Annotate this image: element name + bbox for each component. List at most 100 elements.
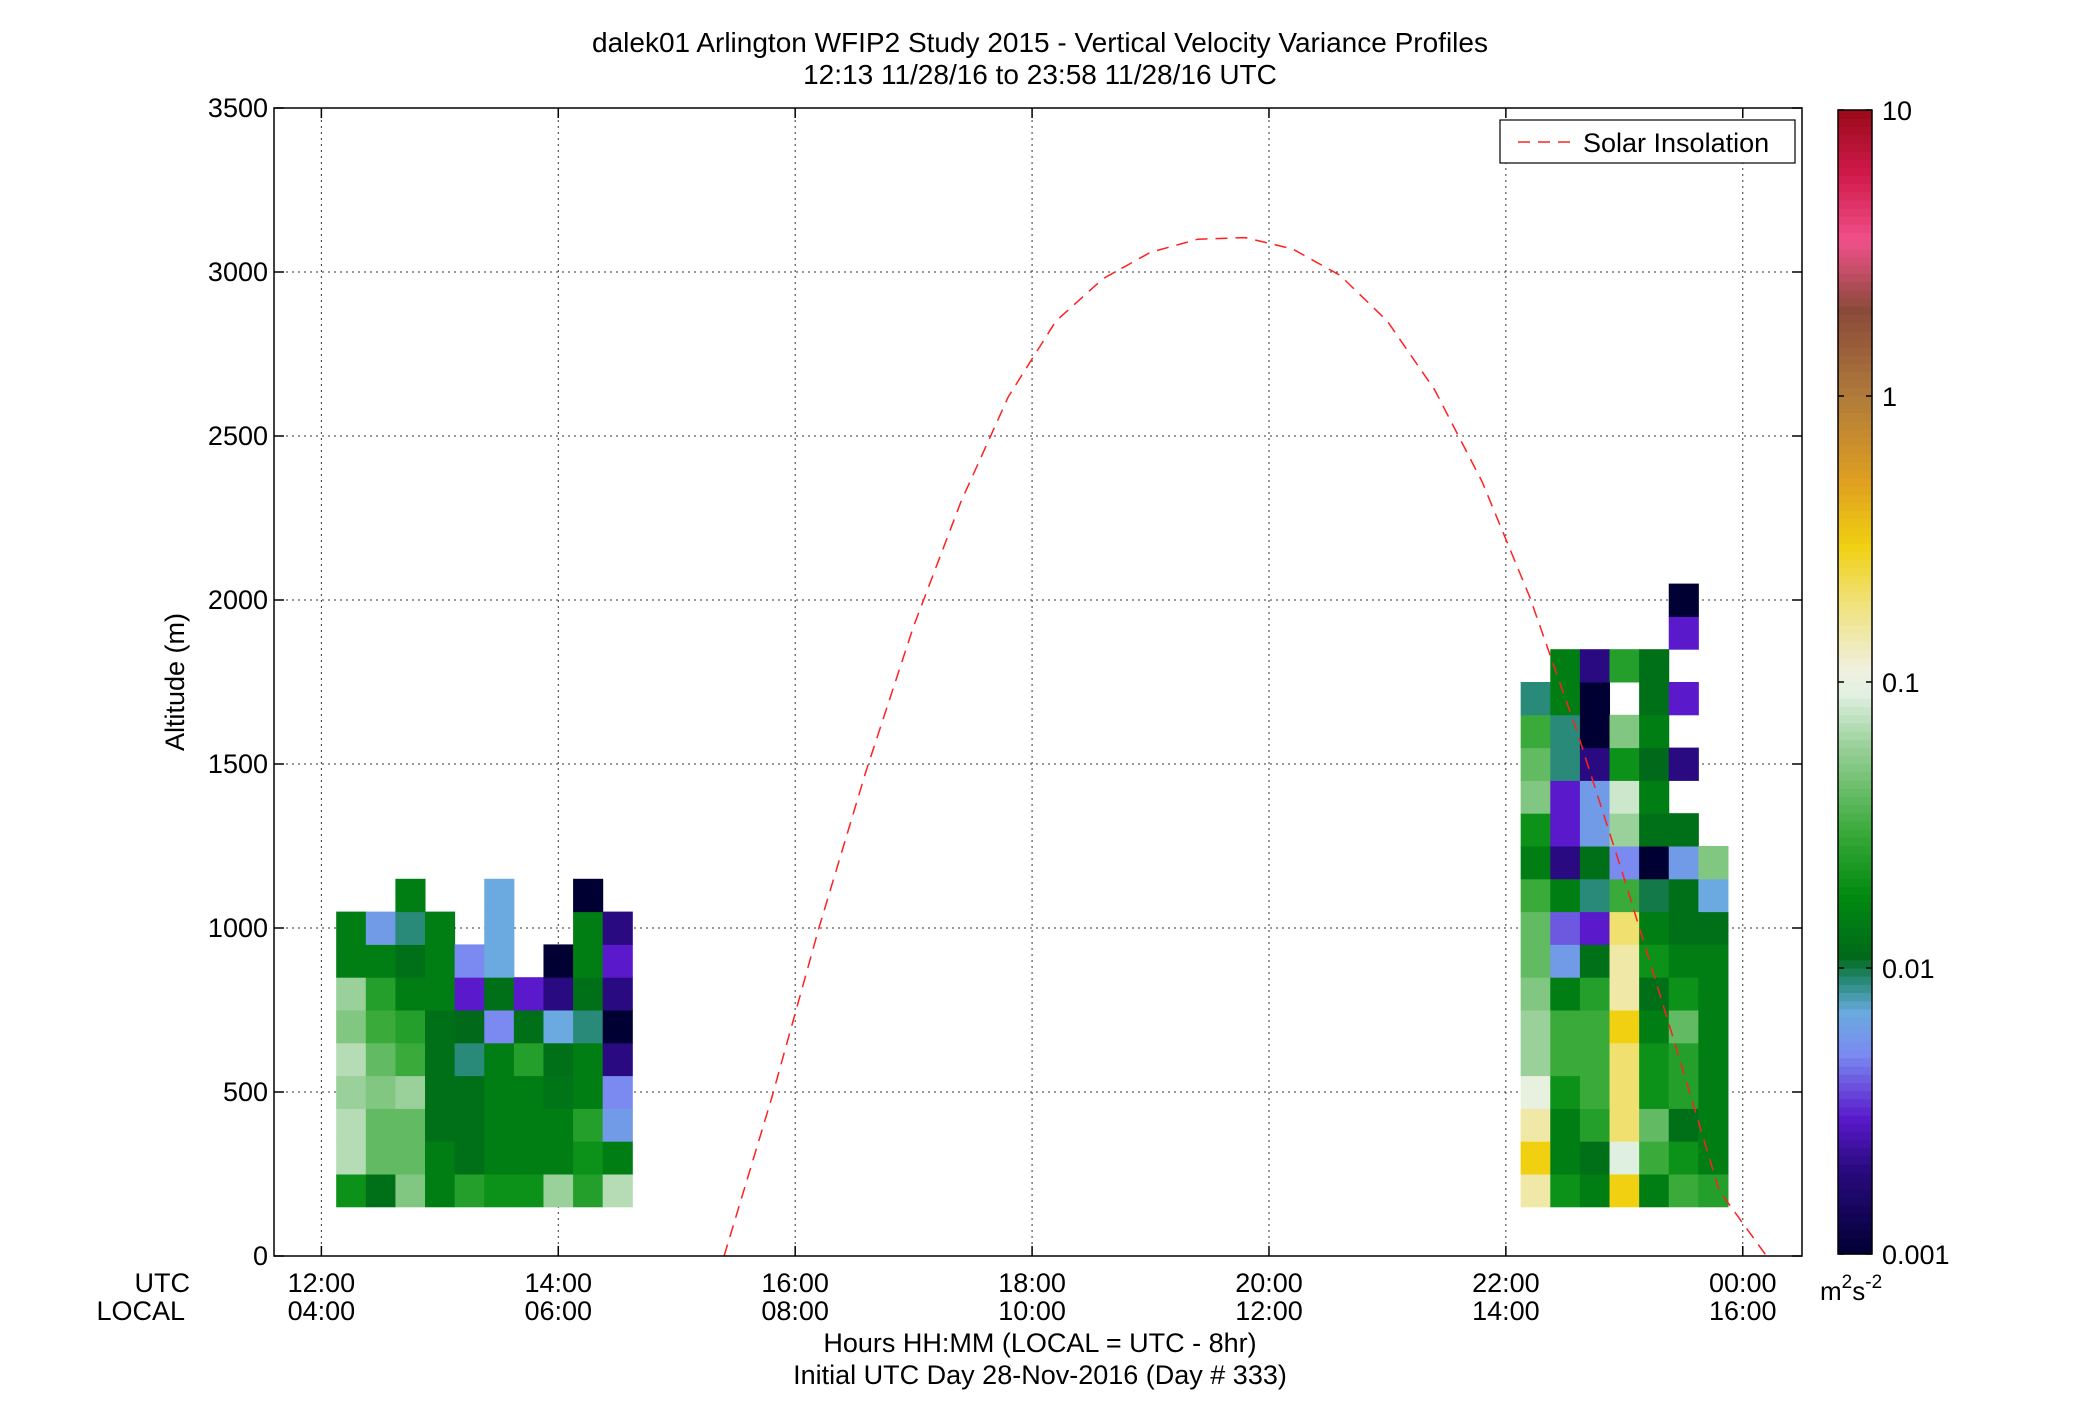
heatmap-cell [484, 1174, 515, 1208]
colorbar-band [1838, 412, 1872, 422]
colorbar-band [1838, 1041, 1872, 1051]
colorbar-band [1838, 330, 1872, 340]
heatmap-cell [1668, 1174, 1699, 1208]
heatmap-cell [602, 1174, 633, 1208]
heatmap-cell [1579, 1010, 1611, 1044]
heatmap-cell [1668, 944, 1699, 978]
heatmap-cell [1668, 1075, 1699, 1109]
heatmap-cell [1550, 1075, 1581, 1109]
heatmap-cell [1550, 944, 1581, 978]
axis-ticks: 050010001500200025003000350012:0004:0014… [208, 93, 1802, 1326]
heatmap-cell [1579, 944, 1611, 978]
heatmap-cell [365, 1010, 396, 1044]
heatmap-cell [602, 1042, 633, 1077]
colorbar-band [1838, 943, 1872, 953]
colorbar-band [1838, 551, 1872, 561]
legend-label: Solar Insolation [1583, 128, 1769, 158]
heatmap-cell [336, 1075, 367, 1109]
heatmap-cell [1668, 813, 1699, 847]
heatmap-cell [1520, 911, 1551, 945]
colorbar-band [1838, 910, 1872, 920]
heatmap-cell [395, 1141, 426, 1175]
colorbar-band [1838, 706, 1872, 716]
colorbar-band [1838, 722, 1872, 732]
heatmap-cell [395, 1075, 426, 1109]
colorbar-band [1838, 1131, 1872, 1141]
colorbar-tick-label: 0.01 [1882, 954, 1935, 984]
colorbar-band [1838, 935, 1872, 945]
heatmap-cell [395, 1108, 426, 1142]
colorbar-band [1838, 1000, 1872, 1010]
heatmap-cell [1520, 1042, 1551, 1077]
heatmap-cell [1639, 1141, 1670, 1175]
colorbar-band [1838, 265, 1872, 275]
heatmap-cell [513, 1010, 544, 1044]
heatmap-cell [573, 977, 604, 1011]
colorbar-band [1838, 592, 1872, 601]
heatmap-cell [543, 944, 574, 978]
colorbar-band [1838, 322, 1872, 332]
heatmap-cell [1579, 1042, 1611, 1077]
colorbar-band [1838, 763, 1872, 773]
x-tick-label-utc: 20:00 [1235, 1268, 1303, 1298]
heatmap-cell [336, 911, 367, 945]
colorbar-tick-label: 10 [1882, 96, 1912, 126]
colorbar-band [1838, 453, 1872, 462]
colorbar-band [1838, 477, 1872, 487]
colorbar-band [1838, 338, 1872, 348]
solar-insolation-line [723, 236, 1768, 1256]
colorbar-band [1838, 1115, 1872, 1124]
heatmap-cell [1579, 682, 1611, 716]
heatmap-cells [336, 583, 1729, 1208]
colorbar-band [1838, 918, 1872, 928]
colorbar-band [1838, 796, 1872, 806]
heatmap-cell [425, 1141, 456, 1175]
heatmap-cell [1550, 1174, 1581, 1208]
colorbar-band [1838, 1221, 1872, 1231]
colorbar-band [1838, 428, 1872, 438]
heatmap-cell [1520, 1174, 1551, 1208]
heatmap-cell [602, 944, 633, 978]
colorbar-band [1838, 959, 1872, 969]
colorbar-band [1838, 682, 1872, 691]
colorbar-band [1838, 1237, 1872, 1247]
y-axis-label: Altitude (m) [160, 613, 190, 751]
colorbar-band [1838, 1123, 1872, 1133]
heatmap-cell [1550, 747, 1581, 781]
colorbar-band [1838, 379, 1872, 389]
colorbar-band [1838, 167, 1872, 176]
heatmap-cell [513, 977, 544, 1011]
heatmap-cell [1520, 878, 1551, 913]
colorbar-band [1838, 199, 1872, 209]
heatmap-cell [1520, 780, 1551, 814]
colorbar-band [1838, 445, 1872, 454]
colorbar-band [1838, 502, 1872, 511]
colorbar-band [1838, 869, 1872, 879]
heatmap-cell [365, 911, 396, 945]
colorbar-band [1838, 1155, 1872, 1165]
colorbar-band [1838, 567, 1872, 577]
colorbar-band [1838, 1082, 1872, 1092]
heatmap-cell [1609, 944, 1640, 978]
heatmap-cell [1639, 878, 1670, 913]
y-tick-label: 3000 [208, 257, 268, 287]
heatmap-cell [454, 1042, 485, 1077]
colorbar-band [1838, 1049, 1872, 1059]
heatmap-cell [1550, 1141, 1581, 1175]
colorbar-band [1838, 543, 1872, 552]
colorbar-band [1838, 649, 1872, 659]
heatmap-cell [573, 1042, 604, 1077]
heatmap-cell [1668, 1108, 1699, 1142]
heatmap-cell [1668, 1010, 1699, 1044]
colorbar-band [1838, 1057, 1872, 1067]
colorbar-band [1838, 575, 1872, 585]
heatmap-cell [1698, 1174, 1729, 1208]
colorbar-band [1838, 698, 1872, 708]
colorbar-band [1838, 118, 1872, 127]
heatmap-cell [1698, 977, 1729, 1011]
chart-subtitle: 12:13 11/28/16 to 23:58 11/28/16 UTC [803, 59, 1277, 90]
heatmap-cell [1550, 1108, 1581, 1142]
heatmap-cell [1639, 780, 1670, 814]
colorbar-band [1838, 1147, 1872, 1157]
colorbar-band [1838, 739, 1872, 748]
